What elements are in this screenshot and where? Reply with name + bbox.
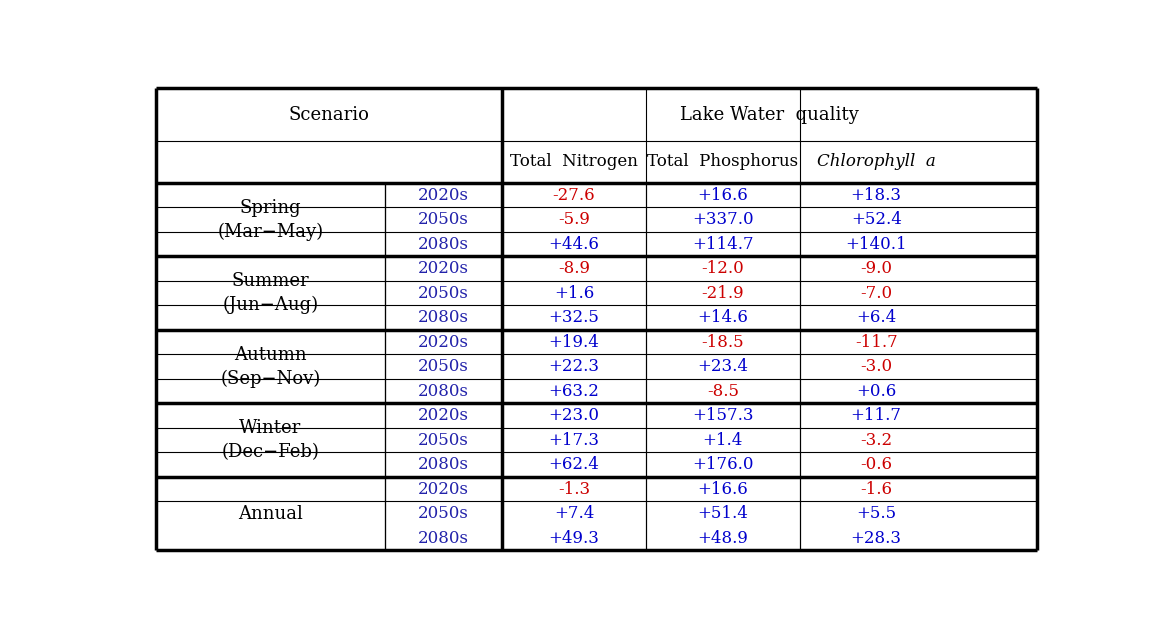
Text: -21.9: -21.9	[702, 284, 744, 301]
Text: +140.1: +140.1	[845, 236, 907, 253]
Text: 2020s: 2020s	[418, 334, 469, 351]
Text: 2050s: 2050s	[418, 284, 469, 301]
Text: Total  Phosphorus: Total Phosphorus	[647, 154, 799, 171]
Text: +114.7: +114.7	[693, 236, 753, 253]
Text: +16.6: +16.6	[697, 186, 748, 204]
Text: +44.6: +44.6	[548, 236, 599, 253]
Text: 2050s: 2050s	[418, 358, 469, 375]
Text: 2050s: 2050s	[418, 505, 469, 522]
Text: 2050s: 2050s	[418, 211, 469, 228]
Text: +51.4: +51.4	[697, 505, 748, 522]
Text: 2080s: 2080s	[418, 530, 469, 547]
Text: +16.6: +16.6	[697, 480, 748, 497]
Text: +5.5: +5.5	[857, 505, 896, 522]
Text: Winter
(Dec−Feb): Winter (Dec−Feb)	[221, 419, 319, 461]
Text: 2080s: 2080s	[418, 382, 469, 399]
Text: 2080s: 2080s	[418, 309, 469, 326]
Text: 2080s: 2080s	[418, 236, 469, 253]
Text: +176.0: +176.0	[693, 456, 753, 473]
Text: +337.0: +337.0	[693, 211, 753, 228]
Text: Spring
(Mar−May): Spring (Mar−May)	[218, 198, 324, 241]
Text: Annual: Annual	[237, 504, 303, 523]
Text: -1.3: -1.3	[558, 480, 590, 497]
Text: 2050s: 2050s	[418, 432, 469, 449]
Text: +19.4: +19.4	[548, 334, 599, 351]
Text: +52.4: +52.4	[851, 211, 902, 228]
Text: +6.4: +6.4	[856, 309, 896, 326]
Text: -3.0: -3.0	[860, 358, 893, 375]
Text: -5.9: -5.9	[558, 211, 590, 228]
Text: -8.9: -8.9	[558, 260, 590, 277]
Text: +11.7: +11.7	[851, 407, 902, 424]
Text: +32.5: +32.5	[548, 309, 599, 326]
Text: +23.0: +23.0	[548, 407, 599, 424]
Text: -3.2: -3.2	[860, 432, 893, 449]
Text: +1.6: +1.6	[554, 284, 594, 301]
Text: -12.0: -12.0	[702, 260, 744, 277]
Text: +63.2: +63.2	[548, 382, 599, 399]
Text: Scenario: Scenario	[289, 106, 369, 124]
Text: +49.3: +49.3	[548, 530, 599, 547]
Text: -7.0: -7.0	[860, 284, 893, 301]
Text: Lake Water  quality: Lake Water quality	[680, 106, 859, 124]
Text: +1.4: +1.4	[703, 432, 743, 449]
Text: +28.3: +28.3	[851, 530, 902, 547]
Text: 2020s: 2020s	[418, 480, 469, 497]
Text: -1.6: -1.6	[860, 480, 892, 497]
Text: +14.6: +14.6	[697, 309, 748, 326]
Text: 2020s: 2020s	[418, 186, 469, 204]
Text: +48.9: +48.9	[697, 530, 748, 547]
Text: +0.6: +0.6	[856, 382, 896, 399]
Text: -8.5: -8.5	[707, 382, 739, 399]
Text: Summer
(Jun−Aug): Summer (Jun−Aug)	[222, 272, 319, 314]
Text: -27.6: -27.6	[553, 186, 595, 204]
Text: Autumn
(Sep−Nov): Autumn (Sep−Nov)	[220, 346, 320, 387]
Text: -9.0: -9.0	[860, 260, 892, 277]
Text: 2020s: 2020s	[418, 407, 469, 424]
Text: -0.6: -0.6	[860, 456, 892, 473]
Text: +23.4: +23.4	[697, 358, 748, 375]
Text: +7.4: +7.4	[554, 505, 594, 522]
Text: +17.3: +17.3	[548, 432, 599, 449]
Text: 2080s: 2080s	[418, 456, 469, 473]
Text: +62.4: +62.4	[548, 456, 599, 473]
Text: +157.3: +157.3	[693, 407, 753, 424]
Text: -18.5: -18.5	[702, 334, 744, 351]
Text: +18.3: +18.3	[851, 186, 902, 204]
Text: +22.3: +22.3	[548, 358, 599, 375]
Text: Chlorophyll  a: Chlorophyll a	[817, 154, 936, 171]
Text: Total  Nitrogen: Total Nitrogen	[510, 154, 638, 171]
Text: 2020s: 2020s	[418, 260, 469, 277]
Text: -11.7: -11.7	[854, 334, 897, 351]
